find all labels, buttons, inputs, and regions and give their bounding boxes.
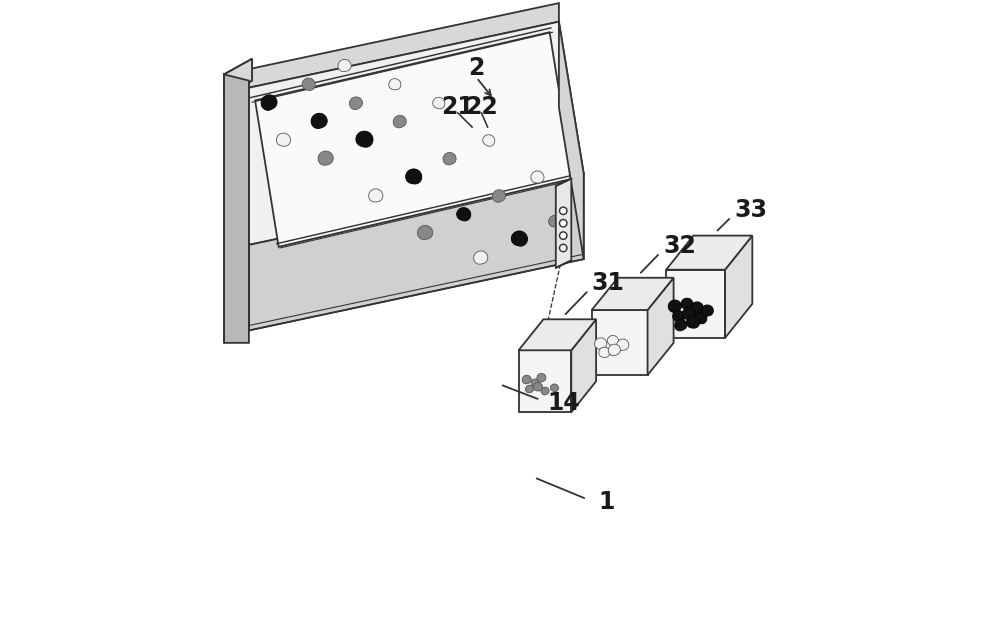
Polygon shape: [607, 335, 618, 346]
Polygon shape: [302, 78, 315, 91]
Polygon shape: [531, 379, 539, 386]
Polygon shape: [255, 32, 573, 247]
Polygon shape: [559, 22, 584, 259]
Polygon shape: [617, 339, 629, 350]
Polygon shape: [668, 300, 681, 312]
Polygon shape: [483, 135, 495, 146]
Text: 21: 21: [441, 95, 474, 118]
Polygon shape: [592, 310, 648, 375]
Polygon shape: [556, 179, 571, 268]
Polygon shape: [686, 316, 700, 328]
Polygon shape: [511, 231, 527, 246]
Polygon shape: [701, 305, 713, 316]
Polygon shape: [695, 312, 707, 324]
Circle shape: [560, 232, 567, 239]
Text: 33: 33: [734, 198, 767, 222]
Polygon shape: [690, 302, 703, 314]
Polygon shape: [648, 278, 674, 375]
Polygon shape: [531, 171, 544, 183]
Polygon shape: [249, 174, 584, 330]
Polygon shape: [666, 236, 752, 270]
Polygon shape: [492, 190, 505, 202]
Polygon shape: [318, 151, 333, 166]
Polygon shape: [537, 373, 546, 382]
Polygon shape: [224, 59, 252, 96]
Polygon shape: [681, 298, 693, 309]
Polygon shape: [533, 383, 543, 391]
Circle shape: [560, 219, 567, 227]
Polygon shape: [549, 215, 561, 227]
Polygon shape: [261, 95, 277, 110]
Polygon shape: [224, 59, 252, 96]
Polygon shape: [349, 97, 362, 110]
Polygon shape: [433, 97, 445, 108]
Text: 22: 22: [465, 95, 498, 118]
Polygon shape: [311, 113, 327, 128]
Polygon shape: [393, 115, 406, 128]
Polygon shape: [519, 350, 571, 412]
Polygon shape: [443, 153, 456, 165]
Polygon shape: [224, 74, 249, 343]
Polygon shape: [519, 319, 596, 350]
Polygon shape: [682, 308, 695, 319]
Polygon shape: [406, 169, 422, 184]
Polygon shape: [673, 311, 685, 322]
Polygon shape: [666, 270, 725, 338]
Polygon shape: [550, 384, 558, 392]
Polygon shape: [595, 338, 607, 349]
Polygon shape: [356, 131, 373, 147]
Polygon shape: [474, 251, 488, 264]
Text: 32: 32: [663, 234, 696, 258]
Text: 14: 14: [548, 391, 580, 415]
Polygon shape: [224, 59, 252, 79]
Polygon shape: [675, 319, 687, 331]
Polygon shape: [592, 278, 674, 310]
Polygon shape: [276, 133, 291, 146]
Text: 31: 31: [592, 272, 625, 295]
Polygon shape: [525, 385, 534, 392]
Polygon shape: [224, 81, 249, 343]
Polygon shape: [418, 226, 433, 239]
Polygon shape: [338, 60, 351, 71]
Polygon shape: [224, 22, 584, 245]
Polygon shape: [389, 79, 401, 90]
Text: 2: 2: [468, 56, 485, 80]
Polygon shape: [224, 3, 559, 93]
Polygon shape: [369, 189, 383, 202]
Text: 1: 1: [598, 490, 614, 514]
Circle shape: [560, 244, 567, 252]
Polygon shape: [457, 208, 471, 221]
Polygon shape: [599, 347, 610, 357]
Polygon shape: [522, 375, 531, 384]
Polygon shape: [725, 236, 752, 338]
Circle shape: [560, 207, 567, 215]
Polygon shape: [608, 344, 620, 356]
Polygon shape: [571, 319, 596, 412]
Polygon shape: [541, 387, 549, 395]
